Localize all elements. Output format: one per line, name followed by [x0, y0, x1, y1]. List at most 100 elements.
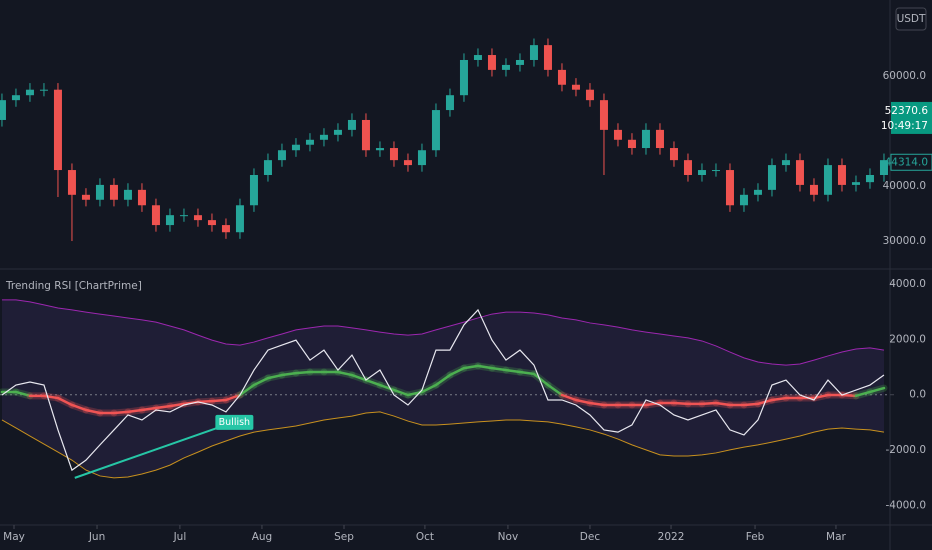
candle-body	[487, 55, 496, 70]
basis-line	[70, 403, 88, 412]
y-tick-label: 60000.0	[883, 70, 926, 82]
candle-body	[389, 148, 398, 161]
candle-body	[151, 205, 160, 226]
candle-body	[739, 194, 748, 206]
basis-line	[714, 401, 732, 407]
candle-body	[697, 170, 706, 175]
basis-line	[574, 398, 592, 405]
basis-line	[266, 373, 284, 380]
prev-price: 44314.0	[885, 156, 928, 168]
candle-body	[165, 215, 174, 226]
candle-body	[263, 160, 272, 175]
candle-body	[431, 110, 440, 151]
band-fill	[1, 299, 884, 478]
candle-body	[837, 165, 846, 185]
candle-body	[417, 150, 426, 166]
basis-line	[644, 401, 662, 407]
basis-line	[868, 386, 886, 394]
basis-line	[350, 373, 368, 382]
candle-body	[459, 59, 468, 96]
basis-line	[14, 390, 32, 398]
candle-body	[613, 129, 622, 140]
candle-body	[123, 189, 132, 200]
basis-line	[476, 364, 494, 370]
y-tick-label: 0.0	[909, 389, 926, 401]
candle-body	[235, 205, 244, 233]
basis-line	[196, 399, 214, 404]
basis-line	[770, 396, 788, 402]
candle-body	[795, 160, 804, 185]
y-tick-label: 30000.0	[883, 235, 926, 247]
candle-body	[95, 184, 104, 200]
basis-line	[56, 396, 74, 407]
basis-line	[588, 401, 606, 407]
trendline	[74, 420, 235, 479]
basis-line	[168, 402, 186, 408]
basis-line	[840, 393, 858, 398]
candle-body	[39, 89, 48, 91]
candle-body	[403, 160, 412, 166]
candle-body	[851, 182, 860, 185]
candle-body	[67, 170, 76, 195]
basis-line	[238, 383, 256, 397]
basis-line	[518, 370, 536, 376]
candle-body	[277, 150, 286, 161]
candle-body	[319, 134, 328, 140]
candle-body	[529, 45, 538, 60]
basis-line	[504, 368, 522, 374]
candle-body	[361, 119, 370, 151]
candle-body	[655, 129, 664, 149]
rsi-line	[1, 308, 885, 472]
x-tick-label: May	[3, 531, 25, 543]
candle-body	[207, 220, 216, 226]
candle-body	[879, 160, 888, 175]
candle-body	[515, 59, 524, 65]
candle-body	[585, 89, 594, 101]
x-tick-label: Jul	[173, 531, 187, 543]
basis-line	[84, 408, 102, 415]
countdown: 10:49:17	[881, 120, 928, 132]
basis-line	[364, 378, 382, 387]
basis-line	[210, 398, 228, 403]
x-tick-label: Feb	[746, 531, 765, 543]
basis-line	[854, 390, 872, 398]
basis-line	[378, 383, 396, 392]
basis-line	[420, 383, 438, 394]
candle-body	[641, 129, 650, 149]
candle-body	[179, 215, 188, 217]
basis-line	[224, 393, 242, 402]
candle-body	[347, 119, 356, 130]
candle-body	[333, 129, 342, 135]
basis-line	[532, 372, 550, 387]
candle-body	[305, 139, 314, 145]
basis-line	[392, 388, 410, 397]
y-tick-label: -4000.0	[885, 500, 926, 512]
last-price-box	[891, 101, 932, 134]
basis-line	[560, 393, 578, 402]
x-tick-label: Sep	[334, 531, 354, 543]
candle-body	[501, 64, 510, 70]
currency[interactable]: USDT	[897, 13, 926, 25]
basis-line	[252, 376, 270, 387]
trendline-label-box	[215, 414, 254, 430]
candle-body	[81, 194, 90, 200]
y-tick-label: 4000.0	[889, 278, 926, 290]
candle-body	[291, 144, 300, 151]
x-tick-label: Mar	[826, 531, 846, 543]
x-tick-label: Jun	[88, 531, 105, 543]
y-tick-label: 40000.0	[883, 180, 926, 192]
trendline-label: Bullish	[219, 417, 250, 428]
candle-body	[221, 225, 230, 233]
candle-body	[669, 148, 678, 161]
y-tick-label: 2000.0	[889, 333, 926, 345]
currency-button[interactable]	[895, 7, 927, 31]
candle-body	[445, 95, 454, 111]
x-tick-label: 2022	[658, 531, 685, 543]
basis-line	[700, 401, 718, 406]
candle-body	[0, 100, 6, 120]
candle-body	[627, 139, 636, 149]
basis-line	[140, 406, 158, 412]
candle-body	[473, 55, 482, 60]
basis-line	[294, 370, 312, 375]
